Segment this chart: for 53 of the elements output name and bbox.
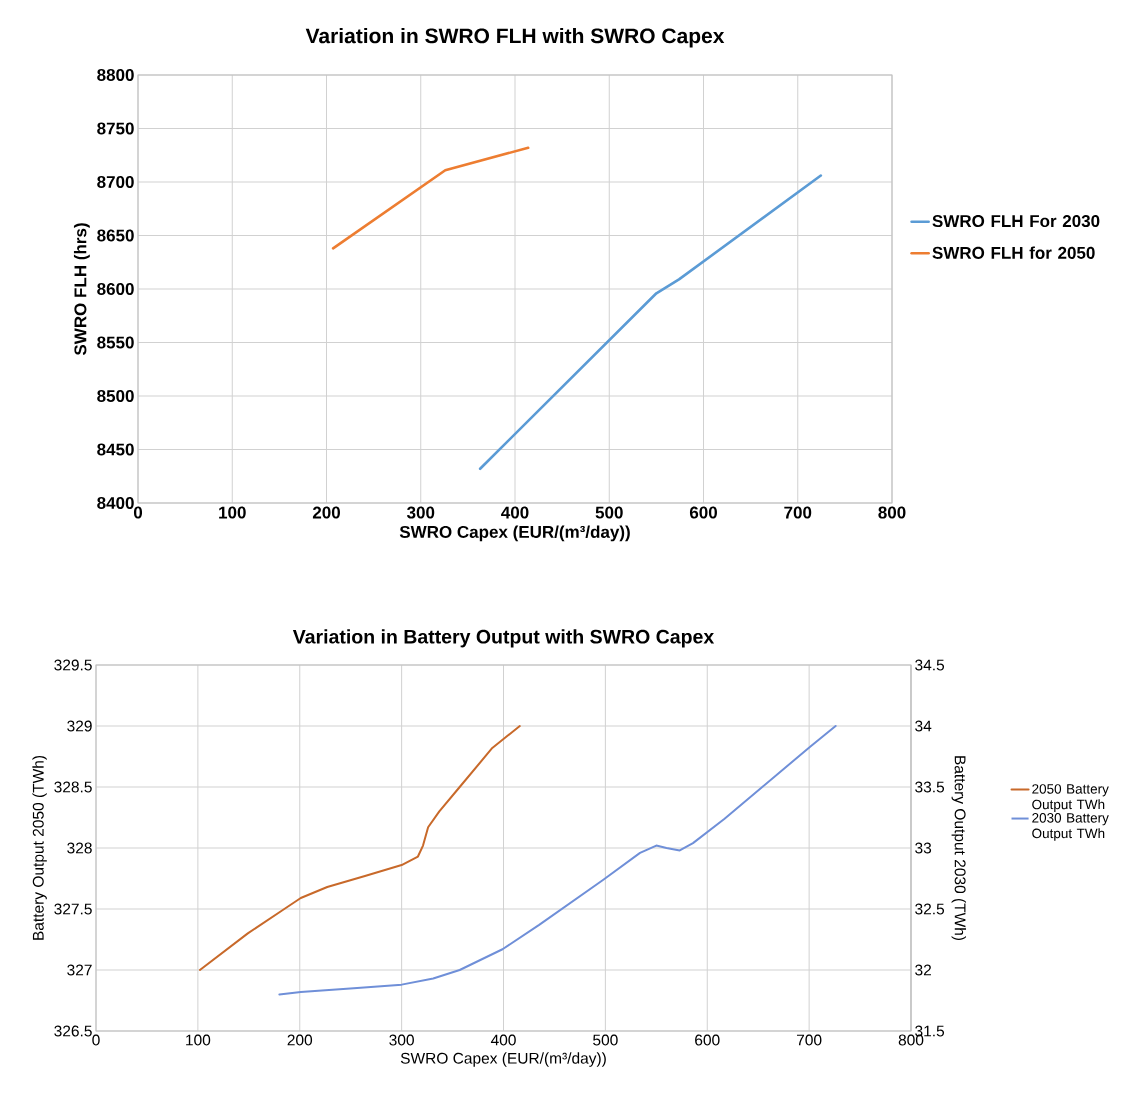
x-tick-label: 400 — [501, 506, 529, 519]
line-series — [198, 725, 521, 971]
line-series — [278, 725, 837, 996]
y-tick-label: 328 — [67, 842, 92, 854]
y-tick-label: 8600 — [97, 282, 134, 296]
y-tick-label: 329 — [67, 720, 92, 732]
x-tick-label: 700 — [784, 506, 812, 519]
x-tick-label: 700 — [797, 1034, 822, 1046]
line-series — [478, 174, 823, 471]
y-tick-label: 8650 — [97, 229, 134, 242]
y-tick-label: 8500 — [97, 389, 134, 403]
x-tick-label: 300 — [389, 1034, 414, 1046]
y2-tick-label: 34 — [915, 720, 932, 732]
y2-tick-label: 32.5 — [915, 903, 945, 915]
legend-label: 2050 Battery Output TWh — [1032, 784, 1109, 812]
y-tick-label: 328.5 — [54, 781, 92, 793]
legend-label: SWRO FLH for 2050 — [932, 246, 1095, 259]
x-axis-title: SWRO Capex (EUR/(m³/day)) — [400, 1052, 606, 1067]
x-tick-label: 0 — [133, 506, 143, 519]
y-tick-label: 8400 — [97, 496, 134, 510]
y2-tick-label: 32 — [915, 964, 931, 976]
x-tick-label: 400 — [490, 1034, 516, 1046]
x-tick-label: 500 — [595, 506, 623, 519]
x-tick-label: 300 — [406, 506, 435, 519]
y-tick-label: 327.5 — [54, 903, 92, 915]
x-tick-label: 100 — [186, 1034, 211, 1046]
x-tick-label: 500 — [593, 1034, 618, 1046]
legend-label: SWRO FLH For 2030 — [932, 215, 1100, 228]
x-tick-label: 200 — [287, 1034, 313, 1046]
y-axis-title: SWRO FLH (hrs) — [73, 223, 90, 356]
y-axis-title: Battery Output 2050 (TWh) — [32, 755, 47, 940]
y2-tick-label: 33.5 — [915, 781, 945, 793]
x-tick-label: 600 — [689, 506, 717, 519]
y-tick-label: 326.5 — [54, 1025, 92, 1037]
chart-title: Variation in Battery Output with SWRO Capex — [292, 629, 715, 648]
y2-tick-label: 33 — [915, 842, 932, 854]
y-tick-label: 8450 — [97, 443, 134, 456]
x-tick-label: 800 — [878, 506, 906, 519]
x-axis-title: SWRO Capex (EUR/(m³/day)) — [399, 525, 630, 542]
x-tick-label: 600 — [695, 1034, 720, 1046]
y-tick-label: 329.5 — [54, 659, 92, 671]
y2-axis-title: Battery Output 2030 (TWh) — [951, 756, 967, 941]
y-tick-label: 8800 — [97, 68, 134, 82]
y-tick-label: 8750 — [97, 122, 134, 135]
x-tick-label: 0 — [92, 1034, 100, 1046]
legend-label: 2030 Battery Output TWh — [1032, 813, 1109, 841]
y2-tick-label: 34.5 — [915, 659, 945, 671]
x-tick-label: 100 — [219, 506, 246, 519]
y-tick-label: 8550 — [97, 336, 134, 349]
y-tick-label: 8700 — [97, 175, 134, 189]
chart-title: Variation in SWRO FLH with SWRO Capex — [305, 27, 725, 48]
y-tick-label: 327 — [67, 964, 92, 976]
x-tick-label: 200 — [312, 506, 340, 519]
